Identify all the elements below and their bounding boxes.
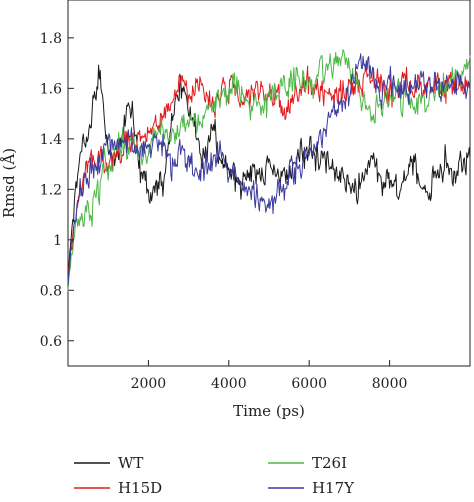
x-axis: 2000 4000 6000 8000 — [131, 360, 408, 392]
legend-label: H17Y — [312, 479, 355, 497]
y-tick-label: 1.2 — [40, 182, 62, 198]
y-axis-title: Rmsd (Å) — [0, 148, 18, 218]
y-tick-label: 0.8 — [40, 283, 62, 299]
legend-item-wt: WT — [74, 454, 143, 472]
legend-label: WT — [118, 454, 143, 472]
x-tick-label: 8000 — [372, 376, 408, 392]
y-tick-label: 1 — [53, 233, 62, 249]
legend-item-h17y: H17Y — [268, 479, 355, 497]
legend: WT T26I H15D H17Y — [74, 454, 355, 497]
y-tick-label: 1.4 — [40, 132, 62, 148]
legend-label: T26I — [312, 454, 347, 472]
series-line-h15d — [67, 65, 471, 271]
series-line-wt — [67, 64, 471, 275]
x-tick-label: 6000 — [291, 376, 327, 392]
y-tick-label: 1.8 — [40, 31, 62, 47]
series-layer — [67, 49, 471, 292]
y-tick-label: 0.6 — [40, 334, 62, 350]
y-tick-label: 1.6 — [40, 81, 62, 97]
legend-label: H15D — [118, 479, 162, 497]
legend-item-h15d: H15D — [74, 479, 162, 497]
series-line-h17y — [67, 53, 471, 286]
x-axis-title: Time (ps) — [233, 402, 305, 420]
legend-item-t26i: T26I — [268, 454, 347, 472]
x-tick-label: 2000 — [131, 376, 167, 392]
y-axis: 0.6 0.8 1 1.2 1.4 1.6 1.8 — [40, 31, 74, 350]
plot-frame — [67, 0, 471, 367]
x-tick-label: 4000 — [211, 376, 247, 392]
